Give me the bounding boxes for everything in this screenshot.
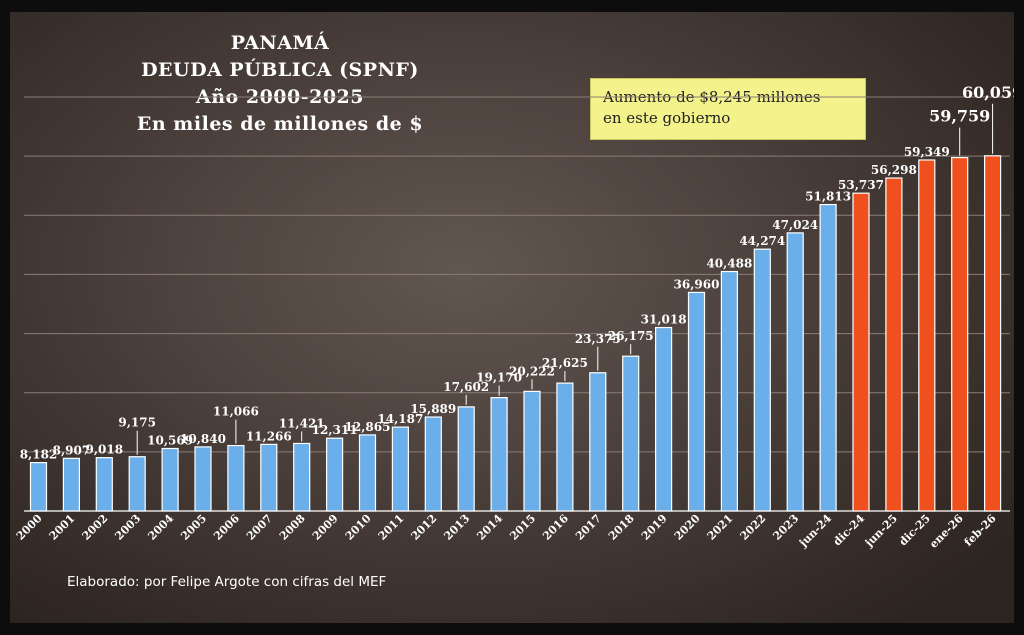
x-tick-label: ene-26 xyxy=(927,512,966,551)
value-label: 9,175 xyxy=(118,416,156,430)
bar xyxy=(983,155,1002,512)
x-tick-label: 2005 xyxy=(178,512,209,543)
x-tick-label: 2000 xyxy=(14,512,45,543)
value-label: 60,059 xyxy=(962,83,1014,102)
value-label: 36,960 xyxy=(674,277,720,291)
x-tick-label: 2020 xyxy=(672,512,703,543)
value-label: 53,737 xyxy=(838,178,884,192)
bar xyxy=(819,203,837,512)
bar xyxy=(62,457,81,512)
x-tick-label: feb-26 xyxy=(962,512,999,549)
bar xyxy=(786,232,804,512)
value-label: 21,625 xyxy=(542,356,588,370)
bar-chart: 8,182 2000 8,907 2001 9,018 2002 9,175 2003 10,5… xyxy=(14,83,1014,551)
value-label: 51,813 xyxy=(805,190,851,204)
x-tick-label: 2016 xyxy=(540,512,571,543)
x-tick-label: 2002 xyxy=(80,512,111,543)
x-tick-label: jun-25 xyxy=(862,512,900,550)
value-label: 44,274 xyxy=(739,234,785,248)
bar xyxy=(358,434,377,512)
annotation-line-2: en este gobierno xyxy=(603,109,731,127)
value-label: 12,865 xyxy=(345,420,391,434)
bar xyxy=(753,248,771,512)
x-tick-label: 2007 xyxy=(244,512,275,543)
x-tick-label: 2003 xyxy=(112,512,143,543)
value-label: 8,907 xyxy=(53,443,91,457)
x-tick-label: dic-24 xyxy=(831,512,868,549)
x-tick-label: 2018 xyxy=(606,512,637,543)
value-label: 9,018 xyxy=(86,443,124,457)
x-tick-label: 2023 xyxy=(770,512,801,543)
x-tick-label: 2008 xyxy=(277,512,308,543)
value-label: 26,175 xyxy=(608,329,654,343)
value-label: 12,311 xyxy=(312,423,358,437)
x-tick-label: 2004 xyxy=(145,512,176,543)
bar xyxy=(523,390,541,512)
bar xyxy=(622,355,640,512)
x-tick-label: 2010 xyxy=(343,512,374,543)
bar xyxy=(457,406,475,512)
chart-title-line-2: DEUDA PÚBLICA (SPNF) xyxy=(141,59,419,81)
value-label: 23,375 xyxy=(575,332,621,346)
x-tick-label: 2015 xyxy=(507,512,538,543)
value-label: 40,488 xyxy=(706,257,752,271)
bar xyxy=(589,372,607,512)
bar xyxy=(95,457,113,512)
x-tick-label: 2022 xyxy=(738,512,769,543)
bar xyxy=(720,270,739,512)
bar xyxy=(194,446,212,512)
value-label: 14,187 xyxy=(377,412,423,426)
bar xyxy=(852,192,870,512)
bar xyxy=(918,159,936,512)
value-label: 11,066 xyxy=(213,405,259,419)
value-label: 59,759 xyxy=(929,107,990,126)
value-label: 15,889 xyxy=(410,402,456,416)
x-tick-label: 2009 xyxy=(310,512,341,543)
x-tick-label: 2012 xyxy=(409,512,440,543)
chart-title-line-4: En miles de millones de $ xyxy=(136,113,424,135)
bar xyxy=(556,382,574,512)
chart-title-line-1: PANAMÁ xyxy=(230,32,330,54)
x-tick-label: 2011 xyxy=(376,512,407,543)
x-tick-label: 2014 xyxy=(474,512,505,543)
chart-frame: PANAMÁ DEUDA PÚBLICA (SPNF) Año 2000-202… xyxy=(10,12,1014,623)
value-label: 19,170 xyxy=(476,371,522,385)
x-tick-label: 2013 xyxy=(441,512,472,543)
value-label: 10,569 xyxy=(147,433,193,447)
bar xyxy=(424,416,442,512)
value-label: 11,266 xyxy=(246,429,292,443)
bar xyxy=(29,462,48,512)
value-label: 10,840 xyxy=(180,432,226,446)
x-tick-label: 2021 xyxy=(705,512,736,543)
value-label: 31,018 xyxy=(641,313,687,327)
x-tick-label: 2001 xyxy=(47,512,78,543)
x-tick-label: 2017 xyxy=(573,512,604,543)
credit-note: Elaborado: por Felipe Argote con cifras … xyxy=(67,574,387,590)
bar xyxy=(687,291,706,512)
value-label: 47,024 xyxy=(772,218,818,232)
value-label: 20,222 xyxy=(509,364,555,378)
bar xyxy=(326,437,344,512)
value-label: 56,298 xyxy=(871,163,917,177)
x-tick-label: jun-24 xyxy=(796,512,834,550)
value-label: 59,349 xyxy=(904,145,950,159)
bar xyxy=(293,442,311,512)
value-label: 8,182 xyxy=(20,448,58,462)
bar xyxy=(391,426,409,512)
bar xyxy=(260,443,278,512)
bar xyxy=(227,444,245,512)
bar xyxy=(490,397,508,512)
value-label: 17,602 xyxy=(443,380,489,394)
bar xyxy=(654,326,673,512)
x-tick-label: 2019 xyxy=(639,512,670,543)
bar xyxy=(885,177,903,512)
bar xyxy=(161,447,179,512)
value-label: 11,421 xyxy=(279,416,325,430)
bar xyxy=(128,456,146,512)
x-tick-label: 2006 xyxy=(211,512,242,543)
bar xyxy=(951,156,969,512)
